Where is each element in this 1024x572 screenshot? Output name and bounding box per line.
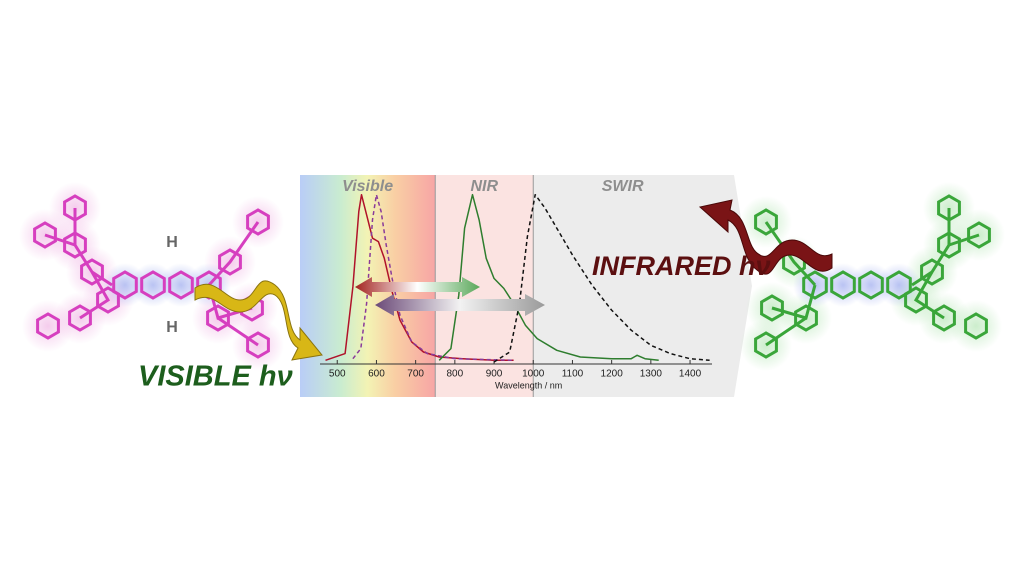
molecule-infrared [740, 182, 1005, 371]
annotation-infrared: INFRARED hν [592, 251, 771, 281]
x-tick-label: 1100 [562, 369, 584, 380]
ring [218, 248, 242, 276]
region-band [533, 175, 752, 397]
x-tick-label: 1200 [601, 369, 624, 380]
ring [830, 270, 856, 300]
ring [760, 294, 784, 322]
x-tick-label: 1000 [522, 369, 545, 380]
hydrogen-label: H [166, 319, 178, 336]
ring [80, 258, 104, 286]
bonds [764, 208, 980, 347]
double-arrow [355, 277, 480, 297]
glow [22, 300, 74, 352]
region-label: NIR [470, 178, 498, 195]
x-tick-label: 600 [368, 369, 385, 380]
annotation-visible: VISIBLE hν [138, 361, 293, 393]
region-label: SWIR [602, 178, 644, 195]
region-label: Visible [342, 178, 393, 195]
ring [920, 258, 944, 286]
wavy-arrow-visible [194, 280, 323, 361]
ring [206, 304, 230, 332]
ring [246, 208, 270, 236]
x-tick-label: 1400 [679, 369, 702, 380]
ring [36, 312, 60, 340]
x-tick-label: 700 [407, 369, 424, 380]
ring [168, 270, 194, 300]
x-tick-label: 500 [329, 369, 346, 380]
molecule-visible [19, 182, 284, 371]
ring [794, 304, 818, 332]
ring [754, 208, 778, 236]
x-tick-label: 900 [486, 369, 503, 380]
ring [967, 221, 991, 249]
spectrum-line [352, 193, 514, 362]
double-arrow [375, 294, 545, 316]
x-tick-label: 1300 [640, 369, 663, 380]
glow [950, 300, 1002, 352]
ring [964, 312, 988, 340]
ring [140, 270, 166, 300]
ring [112, 270, 138, 300]
bonds [44, 208, 260, 347]
x-tick-label: 800 [446, 369, 463, 380]
wavy-arrow-infrared [698, 199, 833, 275]
ring [802, 270, 828, 300]
spectrum-line [493, 193, 710, 363]
ring [63, 231, 87, 259]
ring [33, 221, 57, 249]
ring [858, 270, 884, 300]
ring [886, 270, 912, 300]
ring [937, 231, 961, 259]
x-axis-label: Wavelength / nm [495, 380, 562, 390]
hydrogen-label: H [166, 234, 178, 251]
